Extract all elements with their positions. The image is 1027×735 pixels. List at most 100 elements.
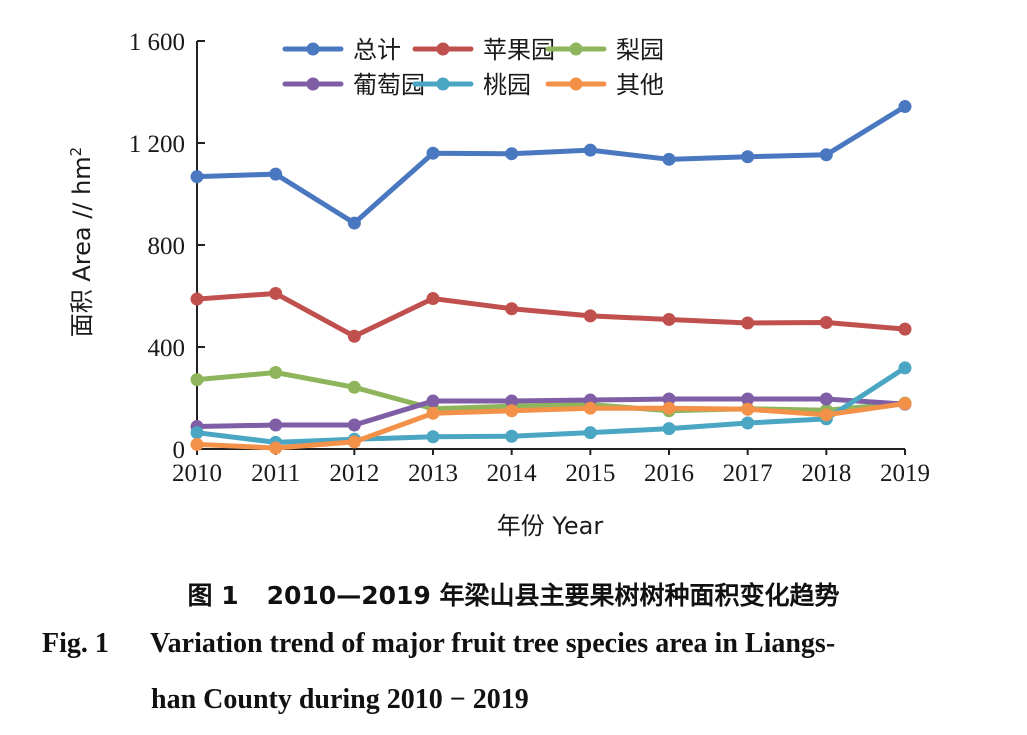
data-point (819, 148, 833, 162)
data-point (426, 430, 440, 444)
data-point (505, 429, 519, 443)
chart-ticks: 0 400 800 1 200 1 600 2010 2011 2012 2013 2014 201… (129, 29, 930, 487)
x-tick-label: 2011 (251, 460, 300, 487)
data-point (741, 402, 755, 416)
data-point (505, 404, 519, 418)
y-tick-label: 1 600 (129, 29, 185, 56)
x-tick-label: 2018 (801, 460, 851, 487)
data-point (347, 435, 361, 449)
x-tick-label: 2016 (644, 460, 694, 487)
legend-item: 梨园 (545, 36, 664, 64)
series-line (194, 401, 908, 451)
series-line (194, 365, 908, 445)
x-tick-label: 2013 (408, 460, 458, 487)
y-tick-label: 400 (148, 335, 186, 362)
data-point (190, 373, 204, 387)
data-point (347, 380, 361, 394)
data-point (269, 167, 283, 181)
series-5 (190, 397, 912, 455)
figure-title-en-line2: han County during 2010 − 2019 (151, 684, 529, 715)
x-tick-label: 2010 (172, 460, 222, 487)
data-point (190, 426, 204, 440)
data-point (426, 394, 440, 408)
series-1 (190, 286, 912, 343)
data-point (505, 302, 519, 316)
chart-series-layer (190, 100, 912, 455)
legend-swatch-marker (306, 42, 320, 56)
legend-swatch-marker (306, 77, 320, 91)
data-point (347, 216, 361, 230)
legend-label: 总计 (353, 36, 401, 64)
y-tick-label: 0 (173, 437, 186, 464)
chart-axes (196, 41, 905, 450)
legend-label: 其他 (616, 71, 664, 99)
data-point (347, 329, 361, 343)
series-line (194, 290, 908, 339)
data-point (269, 286, 283, 300)
y-axis-title: 面积 Area // hm2 (67, 147, 96, 337)
x-tick-label: 2014 (487, 460, 538, 487)
data-point (269, 366, 283, 379)
legend-item: 总计 (282, 36, 401, 64)
figure-title-cn: 2010—2019 年梁山县主要果树树种面积变化趋势 (266, 581, 840, 610)
series-line (194, 370, 908, 414)
x-tick-label: 2012 (329, 460, 379, 487)
data-point (741, 392, 755, 406)
figure-caption-english-line2: han County during 2010 − 2019 (151, 684, 529, 716)
legend-item: 苹果园 (412, 36, 555, 64)
data-point (269, 441, 283, 455)
legend-label: 桃园 (483, 71, 531, 99)
x-axis-title: 年份 Year (497, 512, 604, 540)
data-point (426, 146, 440, 160)
data-point (819, 392, 833, 406)
data-point (662, 401, 676, 415)
legend-item: 桃园 (412, 71, 531, 99)
data-point (662, 392, 676, 406)
data-point (426, 292, 440, 306)
x-tick-label: 2015 (565, 460, 615, 487)
data-point (426, 406, 440, 420)
data-point (190, 170, 204, 184)
legend-item: 其他 (545, 71, 664, 99)
legend-item: 葡萄园 (282, 71, 425, 99)
legend-swatch-marker (569, 77, 583, 91)
legend-label: 梨园 (616, 36, 664, 64)
data-point (583, 143, 597, 157)
data-point (583, 426, 597, 440)
data-point (819, 316, 833, 330)
y-tick-label: 1 200 (129, 131, 185, 158)
series-line (194, 104, 908, 226)
data-point (819, 408, 833, 422)
data-point (662, 422, 676, 436)
legend-swatch-marker (436, 42, 450, 56)
data-point (741, 150, 755, 164)
legend-swatch-marker (436, 77, 450, 91)
y-tick-label: 800 (148, 233, 186, 260)
legend-label: 苹果园 (483, 36, 555, 64)
data-point (505, 147, 519, 161)
data-point (505, 394, 519, 408)
line-chart: 0 400 800 1 200 1 600 2010 2011 2012 2013 2014 201… (67, 29, 930, 540)
data-point (898, 397, 912, 411)
data-point (662, 312, 676, 326)
figure-title-en-line1: Variation trend of major fruit tree spec… (150, 628, 836, 659)
data-point (741, 416, 755, 430)
figure-caption-english-line1: Fig. 1 Variation trend of major fruit tre… (42, 628, 835, 660)
data-point (347, 418, 361, 432)
data-point (898, 100, 912, 114)
x-tick-label: 2019 (880, 460, 930, 487)
data-point (190, 437, 204, 451)
series-0 (190, 100, 912, 230)
data-point (898, 322, 912, 336)
figure-number-en: Fig. 1 (42, 628, 109, 659)
figure-caption-chinese: 图 1 2010—2019 年梁山县主要果树树种面积变化趋势 (0, 576, 1027, 612)
data-point (741, 316, 755, 330)
y-axis-title-superscript: 2 (67, 147, 85, 157)
figure-number-cn: 图 1 (187, 581, 239, 610)
series-line (194, 396, 908, 430)
data-point (662, 152, 676, 166)
data-point (269, 418, 283, 432)
legend-swatch-marker (569, 42, 583, 56)
x-tick-label: 2017 (723, 460, 773, 487)
